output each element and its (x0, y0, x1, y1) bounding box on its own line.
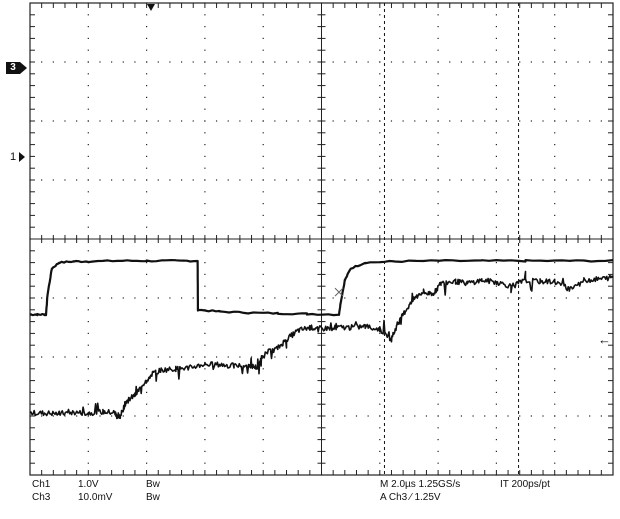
trigger-point-icon-stroke (334, 287, 344, 297)
ch3-marker[interactable]: 3 (6, 62, 20, 74)
traces (29, 259, 614, 420)
trace-ch1 (29, 259, 614, 317)
ch3-scale: 10.0mV (78, 492, 113, 503)
cursor-lines (383, 3, 520, 475)
ch1-bandwidth: Bw (146, 479, 160, 490)
graticule-grid (29, 2, 614, 476)
ch1-label: Ch1 (32, 479, 51, 490)
ch3-label: Ch3 (32, 492, 51, 503)
ch3-bandwidth: Bw (146, 492, 160, 503)
ch3-marker-arrow (20, 62, 27, 74)
trigger-readout: A Ch3 ⁄ 1.25V (380, 492, 441, 503)
trigger-level-arrow-icon: ← (598, 332, 611, 347)
record-readout: IT 200ps/pt (500, 479, 550, 490)
ch1-marker[interactable]: 1 (10, 151, 17, 163)
trace-ch3 (29, 270, 614, 420)
ch1-marker-arrow (19, 152, 25, 162)
timebase-readout: M 2.0µs 1.25GS/s (380, 479, 461, 490)
ch1-scale: 1.0V (78, 479, 99, 490)
trigger-position-icon (147, 4, 155, 11)
